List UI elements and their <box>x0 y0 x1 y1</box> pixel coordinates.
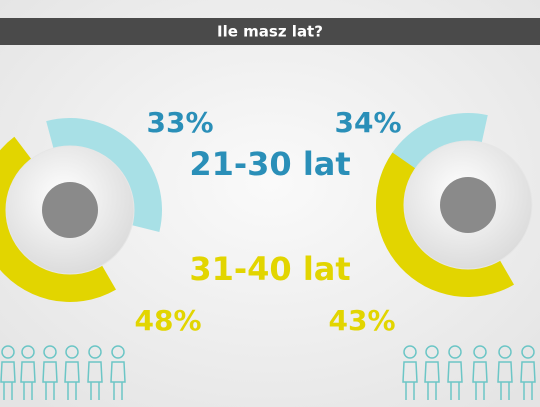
person-body <box>0 361 16 400</box>
person-body <box>424 361 440 400</box>
title-bar <box>0 18 540 45</box>
person-head <box>403 345 417 359</box>
category-label: 21-30 lat <box>189 145 350 183</box>
person-body <box>42 361 58 400</box>
person-body <box>64 361 80 400</box>
value-label: 48% <box>134 304 201 337</box>
title: Ile masz lat? <box>217 23 323 41</box>
person-body <box>110 361 126 400</box>
person-body <box>20 361 36 400</box>
person-body <box>402 361 418 400</box>
person-body <box>472 361 488 400</box>
value-label: 33% <box>146 106 213 139</box>
value-label: 43% <box>328 304 395 337</box>
person-head <box>21 345 35 359</box>
category-label: 31-40 lat <box>189 250 350 288</box>
center <box>440 177 496 233</box>
arc-segment <box>0 136 116 302</box>
person-head <box>88 345 102 359</box>
people-decoration <box>0 345 536 400</box>
person-body <box>87 361 103 400</box>
person-head <box>448 345 462 359</box>
person-head <box>111 345 125 359</box>
arc-segment <box>376 152 514 297</box>
value-label: 34% <box>334 106 401 139</box>
person-head <box>473 345 487 359</box>
person-head <box>498 345 512 359</box>
person-head <box>43 345 57 359</box>
person-body <box>447 361 463 400</box>
center <box>42 182 98 238</box>
person-head <box>65 345 79 359</box>
person-body <box>497 361 513 400</box>
person-body <box>520 361 536 400</box>
person-head <box>521 345 535 359</box>
person-head <box>1 345 15 359</box>
person-head <box>425 345 439 359</box>
